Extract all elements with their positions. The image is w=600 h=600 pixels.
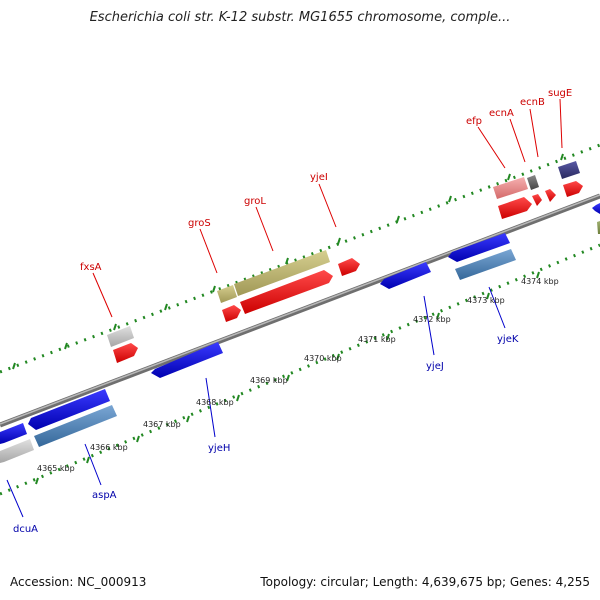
forward-gene-labels: fxsA groS groL yjeI efp ecnA ecnB sugE bbox=[80, 88, 572, 273]
chromosome-backbone bbox=[0, 193, 600, 428]
gene-groL-feature[interactable] bbox=[234, 250, 330, 296]
reverse-major-ticks bbox=[35, 271, 540, 485]
gene-label-ecnA[interactable]: ecnA bbox=[489, 108, 514, 119]
cds-sugE-feature[interactable] bbox=[563, 181, 583, 197]
forward-leader-lines bbox=[92, 98, 563, 318]
cds-ecnB-feature[interactable] bbox=[545, 189, 556, 202]
reverse-gene-labels: dcuA aspA yjeH yjeJ yjeK bbox=[13, 334, 519, 535]
gene-efp-feature[interactable] bbox=[493, 177, 528, 199]
cds-edge-feature[interactable] bbox=[592, 203, 600, 214]
forward-strand-features bbox=[107, 161, 583, 363]
cds-efp-feature[interactable] bbox=[498, 197, 532, 219]
scale-label: 4371 kbp bbox=[358, 335, 396, 344]
gene-label-efp[interactable]: efp bbox=[466, 116, 482, 127]
reverse-leader-lines bbox=[6, 286, 506, 518]
cds-groS-feature[interactable] bbox=[222, 305, 241, 322]
gene-aspA-feature[interactable] bbox=[34, 405, 117, 447]
cds-yjeK-feature[interactable] bbox=[448, 233, 510, 262]
cds-ecnA-feature[interactable] bbox=[532, 194, 542, 206]
gene-label-yjeK[interactable]: yjeK bbox=[497, 334, 519, 345]
cds-yjeI-feature[interactable] bbox=[338, 258, 360, 276]
cds-yjeJ-feature[interactable] bbox=[380, 262, 431, 289]
scale-label: 4370 kbp bbox=[304, 354, 342, 363]
scale-label: 4365 kbp bbox=[37, 464, 75, 473]
gene-label-yjeH[interactable]: yjeH bbox=[208, 443, 230, 454]
scale-label: 4367 kbp bbox=[143, 420, 181, 429]
scale-label: 4369 kbp bbox=[250, 376, 288, 385]
gene-label-fxsA[interactable]: fxsA bbox=[80, 262, 102, 273]
scale-label: 4368 kbp bbox=[196, 398, 234, 407]
scale-labels: 4365 kbp 4366 kbp 4367 kbp 4368 kbp 4369… bbox=[37, 277, 559, 473]
reverse-tick-rail bbox=[0, 243, 600, 496]
gene-label-yjeJ[interactable]: yjeJ bbox=[426, 361, 444, 372]
gene-yjeK-feature[interactable] bbox=[455, 249, 516, 280]
cds-groL-feature[interactable] bbox=[240, 270, 333, 314]
gene-label-yjeI[interactable]: yjeI bbox=[310, 172, 328, 183]
gene-label-ecnB[interactable]: ecnB bbox=[520, 97, 545, 108]
cds-yjeH-feature[interactable] bbox=[151, 342, 223, 378]
cds-dcuA-left-feature[interactable] bbox=[0, 423, 27, 444]
scale-label: 4372 kbp bbox=[413, 315, 451, 324]
gene-groS-feature[interactable] bbox=[217, 285, 237, 303]
gene-label-dcuA[interactable]: dcuA bbox=[13, 524, 38, 535]
accession-text: Accession: NC_000913 bbox=[10, 575, 147, 589]
cds-aspA-feature[interactable] bbox=[28, 389, 110, 430]
cds-fxsA-feature[interactable] bbox=[113, 343, 138, 363]
gene-label-groL[interactable]: groL bbox=[244, 196, 266, 207]
gene-ecnA-feature[interactable] bbox=[527, 175, 539, 190]
gene-edge-feature[interactable] bbox=[597, 221, 600, 234]
gene-fxsA-feature[interactable] bbox=[107, 326, 134, 347]
gene-label-sugE[interactable]: sugE bbox=[548, 88, 572, 99]
page-title: Escherichia coli str. K-12 substr. MG165… bbox=[89, 10, 511, 25]
gene-dcuA-feature[interactable] bbox=[0, 439, 34, 463]
topology-summary: Topology: circular; Length: 4,639,675 bp… bbox=[260, 575, 590, 589]
gene-label-groS[interactable]: groS bbox=[188, 218, 211, 229]
forward-major-ticks bbox=[12, 153, 564, 370]
gene-sugE-feature[interactable] bbox=[558, 161, 580, 179]
scale-label: 4373 kbp bbox=[467, 296, 505, 305]
scale-label: 4366 kbp bbox=[90, 443, 128, 452]
scale-label: 4374 kbp bbox=[521, 277, 559, 286]
reverse-strand-features bbox=[0, 203, 600, 463]
gene-label-aspA[interactable]: aspA bbox=[92, 490, 117, 501]
